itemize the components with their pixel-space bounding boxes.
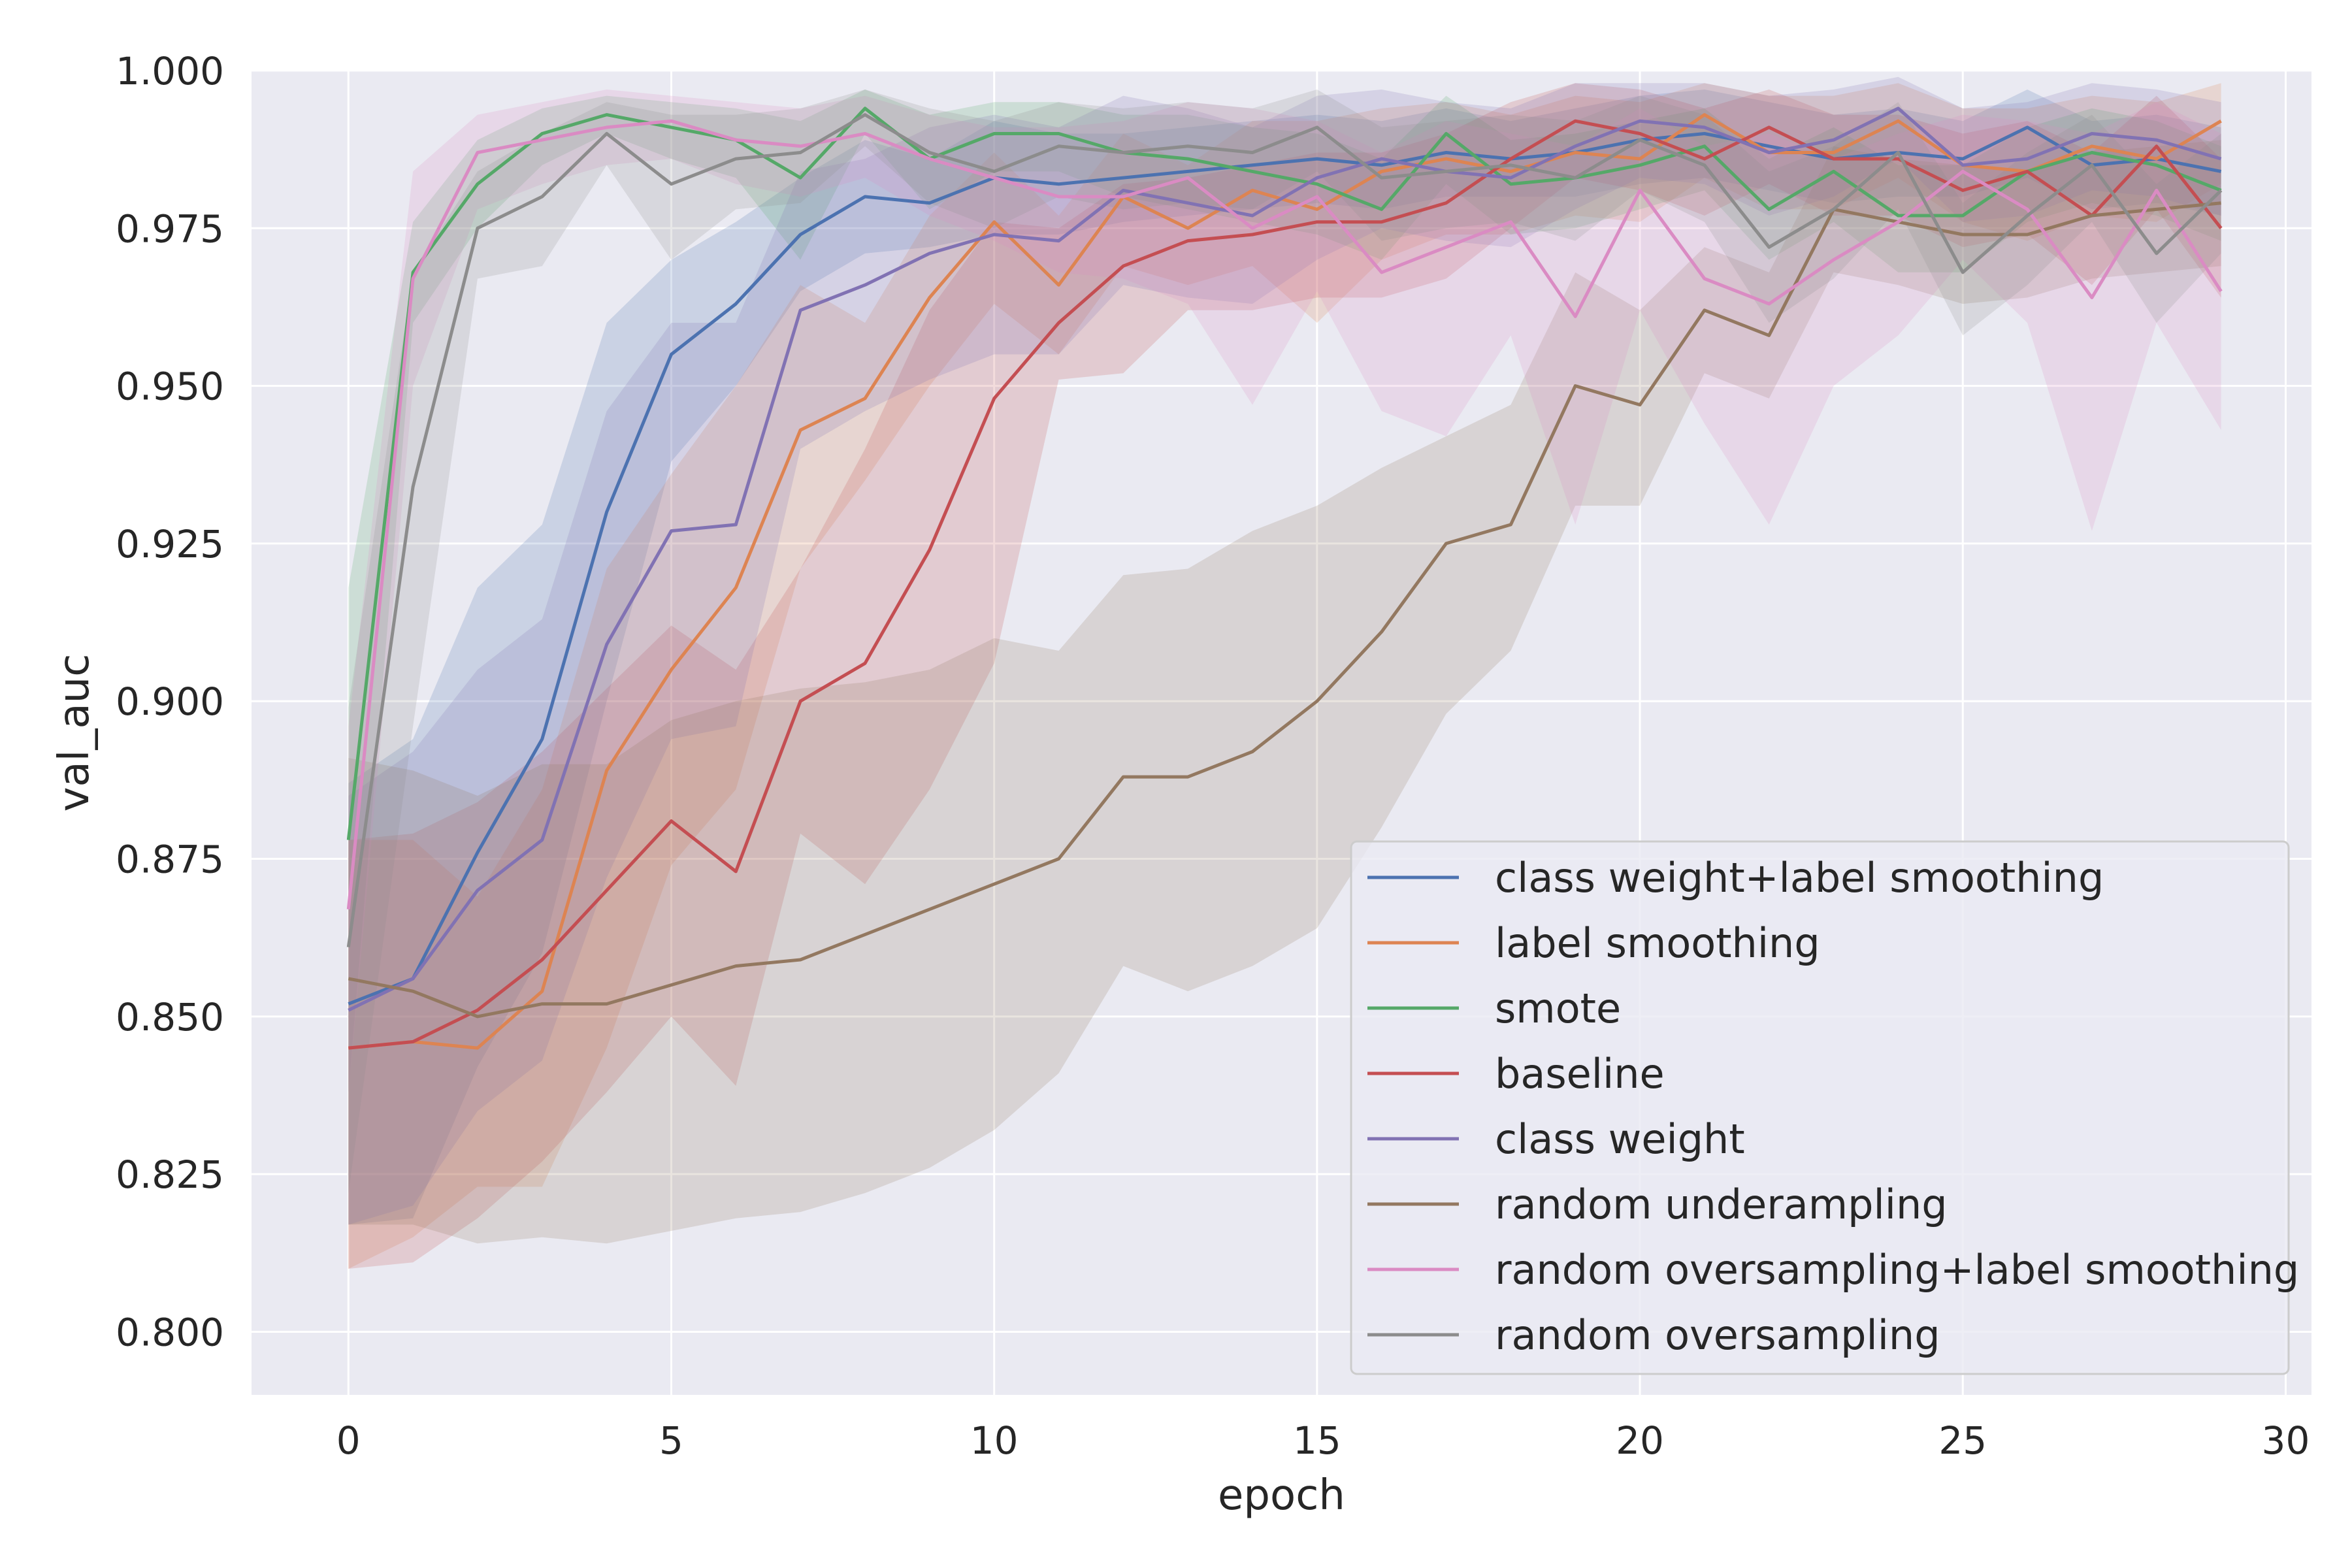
series-line-7 xyxy=(346,113,2223,948)
x-tick-label: 25 xyxy=(1938,1418,1987,1463)
confidence-band-series-3 xyxy=(348,83,2221,1269)
x-tick-label: 30 xyxy=(2262,1418,2310,1463)
y-tick-label: 0.900 xyxy=(116,679,224,724)
y-tick-label: 0.875 xyxy=(116,838,224,882)
series-lines xyxy=(346,106,2223,1050)
legend-item: random oversampling xyxy=(1367,1311,1940,1359)
legend-item: label smoothing xyxy=(1367,919,1820,967)
y-tick-label: 0.975 xyxy=(116,206,224,251)
confidence-band-series-1 xyxy=(348,83,2221,1269)
legend-box xyxy=(1350,840,2290,1375)
legend-items: class weight+label smoothing label smooth… xyxy=(1367,854,2299,1359)
confidence-band-series-2 xyxy=(348,90,2221,1092)
x-axis-ticks: 0 5 10 15 20 25 30 xyxy=(336,1418,2310,1463)
legend-label: class weight xyxy=(1495,1115,1745,1163)
series-line-6 xyxy=(346,119,2223,910)
series-line-1 xyxy=(348,113,2222,1050)
series-line-0 xyxy=(348,125,2222,1005)
legend-label: random oversampling+label smoothing xyxy=(1495,1246,2299,1294)
x-axis-title: epoch xyxy=(1218,1471,1345,1520)
series-line-2 xyxy=(346,106,2222,840)
legend-label: random underampling xyxy=(1495,1181,1948,1228)
y-axis-title: val_auc xyxy=(50,654,99,812)
confidence-bands xyxy=(348,76,2221,1269)
y-tick-label: 0.850 xyxy=(116,995,224,1039)
x-tick-label: 20 xyxy=(1616,1418,1664,1463)
legend-label: label smoothing xyxy=(1495,919,1820,967)
confidence-band-series-5 xyxy=(348,140,2221,1244)
confidence-band-series-4 xyxy=(348,76,2221,1225)
y-tick-label: 0.925 xyxy=(116,522,224,566)
confidence-band-series-6 xyxy=(348,90,2221,1092)
legend-item: baseline xyxy=(1367,1050,1665,1098)
y-tick-label: 0.825 xyxy=(116,1152,224,1197)
x-tick-label: 5 xyxy=(659,1418,683,1463)
x-tick-label: 10 xyxy=(970,1418,1019,1463)
legend: class weight+label smoothing label smooth… xyxy=(1350,840,2299,1375)
legend-label: random oversampling xyxy=(1495,1311,1940,1359)
x-tick-label: 15 xyxy=(1293,1418,1341,1463)
series-line-5 xyxy=(348,201,2221,1019)
y-axis-ticks: 0.800 0.825 0.850 0.875 0.900 0.925 0.950 0.975… xyxy=(116,49,224,1354)
legend-label: baseline xyxy=(1495,1050,1665,1098)
legend-item: random oversampling+label smoothing xyxy=(1367,1246,2299,1294)
y-tick-label: 0.950 xyxy=(116,365,224,409)
series-line-4 xyxy=(348,106,2222,1012)
legend-item: class weight xyxy=(1367,1115,1745,1163)
legend-label: class weight+label smoothing xyxy=(1495,854,2104,902)
series-line-3 xyxy=(348,119,2223,1050)
y-tick-label: 1.000 xyxy=(116,49,224,93)
legend-item: class weight+label smoothing xyxy=(1367,854,2104,902)
legend-item: smote xyxy=(1367,985,1621,1032)
legend-item: random underampling xyxy=(1367,1181,1948,1228)
y-tick-label: 0.800 xyxy=(116,1310,224,1354)
x-tick-label: 0 xyxy=(336,1418,361,1463)
legend-label: smote xyxy=(1495,985,1621,1032)
